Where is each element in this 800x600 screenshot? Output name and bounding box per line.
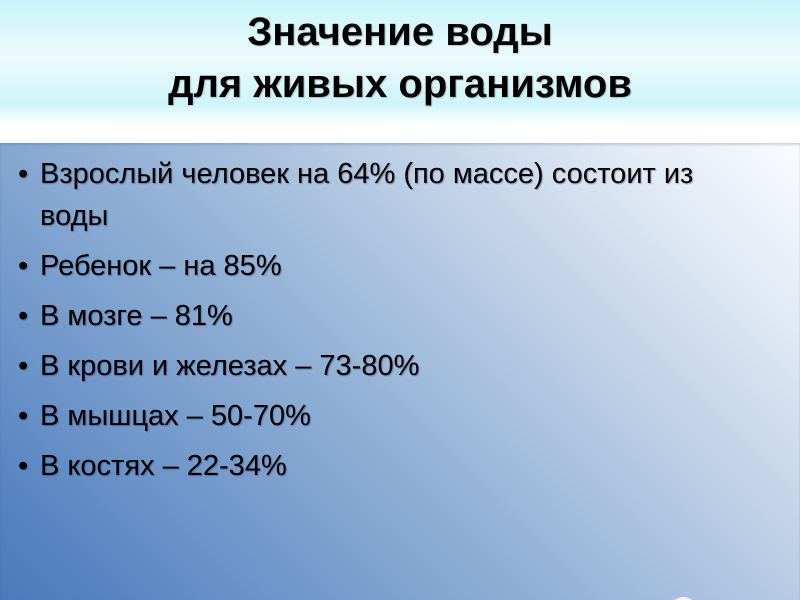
list-item-text: В костях – 22-34% xyxy=(40,450,287,482)
quill-plume xyxy=(672,595,699,600)
page-title-line-1: Значение воды xyxy=(247,10,553,54)
bullet-icon: • xyxy=(18,250,29,282)
bullet-icon: • xyxy=(18,158,29,190)
list-item: • Взрослый человек на 64% (по массе) сос… xyxy=(18,153,762,237)
open-book-with-quill-icon xyxy=(672,595,699,600)
bullet-icon: • xyxy=(18,300,29,332)
list-item: • Ребенок – на 85% xyxy=(18,245,762,287)
bullet-icon: • xyxy=(18,350,29,382)
list-item: • В мышцах – 50-70% xyxy=(18,395,762,437)
slide-header: Значение воды для живых организмов xyxy=(0,0,800,143)
list-item-text: В крови и железах – 73-80% xyxy=(40,350,420,382)
list-item: • В крови и железах – 73-80% xyxy=(18,345,762,387)
list-item-text: В мышцах – 50-70% xyxy=(40,400,311,432)
page-title: Значение воды для живых организмов xyxy=(0,6,800,110)
list-item-text: В мозге – 81% xyxy=(40,300,233,332)
list-item-text: Ребенок – на 85% xyxy=(40,250,282,282)
bullet-list: • Взрослый человек на 64% (по массе) сос… xyxy=(18,153,762,495)
list-item: • В мозге – 81% xyxy=(18,295,762,337)
page-title-line-2: для живых организмов xyxy=(168,62,632,106)
list-item-text: Взрослый человек на 64% (по массе) состо… xyxy=(40,158,694,232)
bullet-icon: • xyxy=(18,400,29,432)
list-item: • В костях – 22-34% xyxy=(18,445,762,487)
bullet-icon: • xyxy=(18,450,29,482)
slide-content-panel: • Взрослый человек на 64% (по массе) сос… xyxy=(0,143,800,600)
